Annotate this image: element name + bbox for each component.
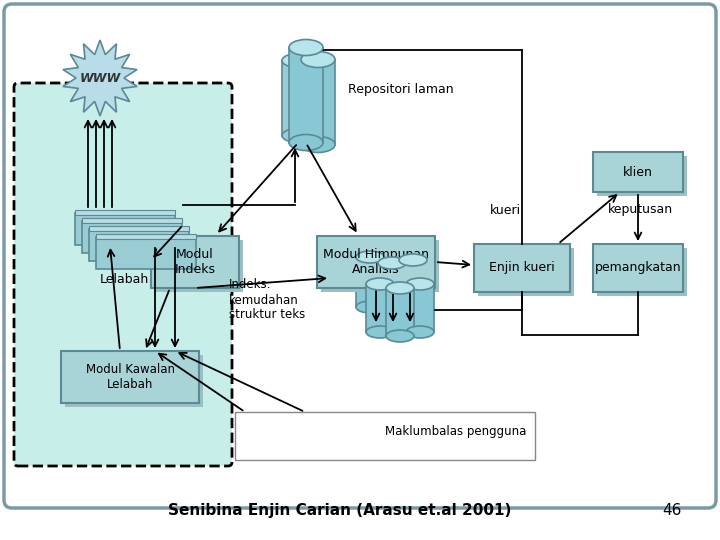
Text: Modul
Indeks: Modul Indeks xyxy=(174,248,215,276)
FancyBboxPatch shape xyxy=(235,412,535,460)
Text: Lelabah: Lelabah xyxy=(100,273,149,286)
Bar xyxy=(282,60,314,136)
FancyBboxPatch shape xyxy=(321,240,439,292)
Text: kueri: kueri xyxy=(490,204,521,217)
Bar xyxy=(289,48,323,143)
Ellipse shape xyxy=(378,257,406,269)
Ellipse shape xyxy=(406,278,434,290)
Text: Enjin kueri: Enjin kueri xyxy=(489,261,555,274)
Text: keputusan: keputusan xyxy=(608,204,673,217)
FancyBboxPatch shape xyxy=(96,237,196,269)
Ellipse shape xyxy=(356,301,384,313)
FancyBboxPatch shape xyxy=(75,213,175,245)
Ellipse shape xyxy=(366,278,394,290)
Text: Indeks:
kemudahan
struktur teks: Indeks: kemudahan struktur teks xyxy=(229,279,305,321)
FancyBboxPatch shape xyxy=(14,83,232,466)
FancyBboxPatch shape xyxy=(317,236,435,288)
Text: 46: 46 xyxy=(662,503,682,518)
FancyBboxPatch shape xyxy=(474,244,570,292)
Ellipse shape xyxy=(378,307,406,319)
Text: klien: klien xyxy=(623,165,653,179)
FancyBboxPatch shape xyxy=(82,218,182,223)
Bar xyxy=(406,284,434,332)
Bar xyxy=(399,260,427,310)
Text: WWW: WWW xyxy=(79,71,121,84)
FancyBboxPatch shape xyxy=(151,236,239,288)
Ellipse shape xyxy=(301,137,335,152)
Ellipse shape xyxy=(386,330,414,342)
FancyBboxPatch shape xyxy=(4,4,716,508)
Ellipse shape xyxy=(289,39,323,56)
FancyBboxPatch shape xyxy=(75,210,175,215)
Bar xyxy=(366,284,394,332)
Text: Modul Himpunan
Analisis: Modul Himpunan Analisis xyxy=(323,248,429,276)
Text: Senibina Enjin Carian (Arasu et.al 2001): Senibina Enjin Carian (Arasu et.al 2001) xyxy=(168,503,512,518)
FancyBboxPatch shape xyxy=(597,248,687,296)
Ellipse shape xyxy=(356,251,384,263)
Bar xyxy=(356,257,384,307)
Text: Maklumbalas pengguna: Maklumbalas pengguna xyxy=(385,426,526,438)
Ellipse shape xyxy=(301,51,335,68)
Text: pemangkatan: pemangkatan xyxy=(595,261,681,274)
FancyBboxPatch shape xyxy=(155,240,243,292)
Ellipse shape xyxy=(282,129,314,143)
Ellipse shape xyxy=(399,304,427,316)
Polygon shape xyxy=(63,40,137,116)
Text: Modul Kawalan
Lelabah: Modul Kawalan Lelabah xyxy=(86,363,174,391)
Ellipse shape xyxy=(399,254,427,266)
FancyBboxPatch shape xyxy=(82,221,182,253)
FancyBboxPatch shape xyxy=(478,248,574,296)
Bar xyxy=(386,288,414,336)
FancyBboxPatch shape xyxy=(89,229,189,261)
FancyBboxPatch shape xyxy=(65,355,203,407)
FancyBboxPatch shape xyxy=(96,234,196,239)
Text: Repositori laman: Repositori laman xyxy=(348,84,454,97)
Bar xyxy=(301,59,335,145)
Ellipse shape xyxy=(282,53,314,68)
FancyBboxPatch shape xyxy=(61,351,199,403)
Ellipse shape xyxy=(366,326,394,338)
FancyBboxPatch shape xyxy=(593,152,683,192)
Ellipse shape xyxy=(386,282,414,294)
FancyBboxPatch shape xyxy=(597,156,687,196)
FancyBboxPatch shape xyxy=(89,226,189,231)
Ellipse shape xyxy=(289,134,323,151)
Ellipse shape xyxy=(406,326,434,338)
FancyBboxPatch shape xyxy=(593,244,683,292)
Bar xyxy=(378,263,406,313)
